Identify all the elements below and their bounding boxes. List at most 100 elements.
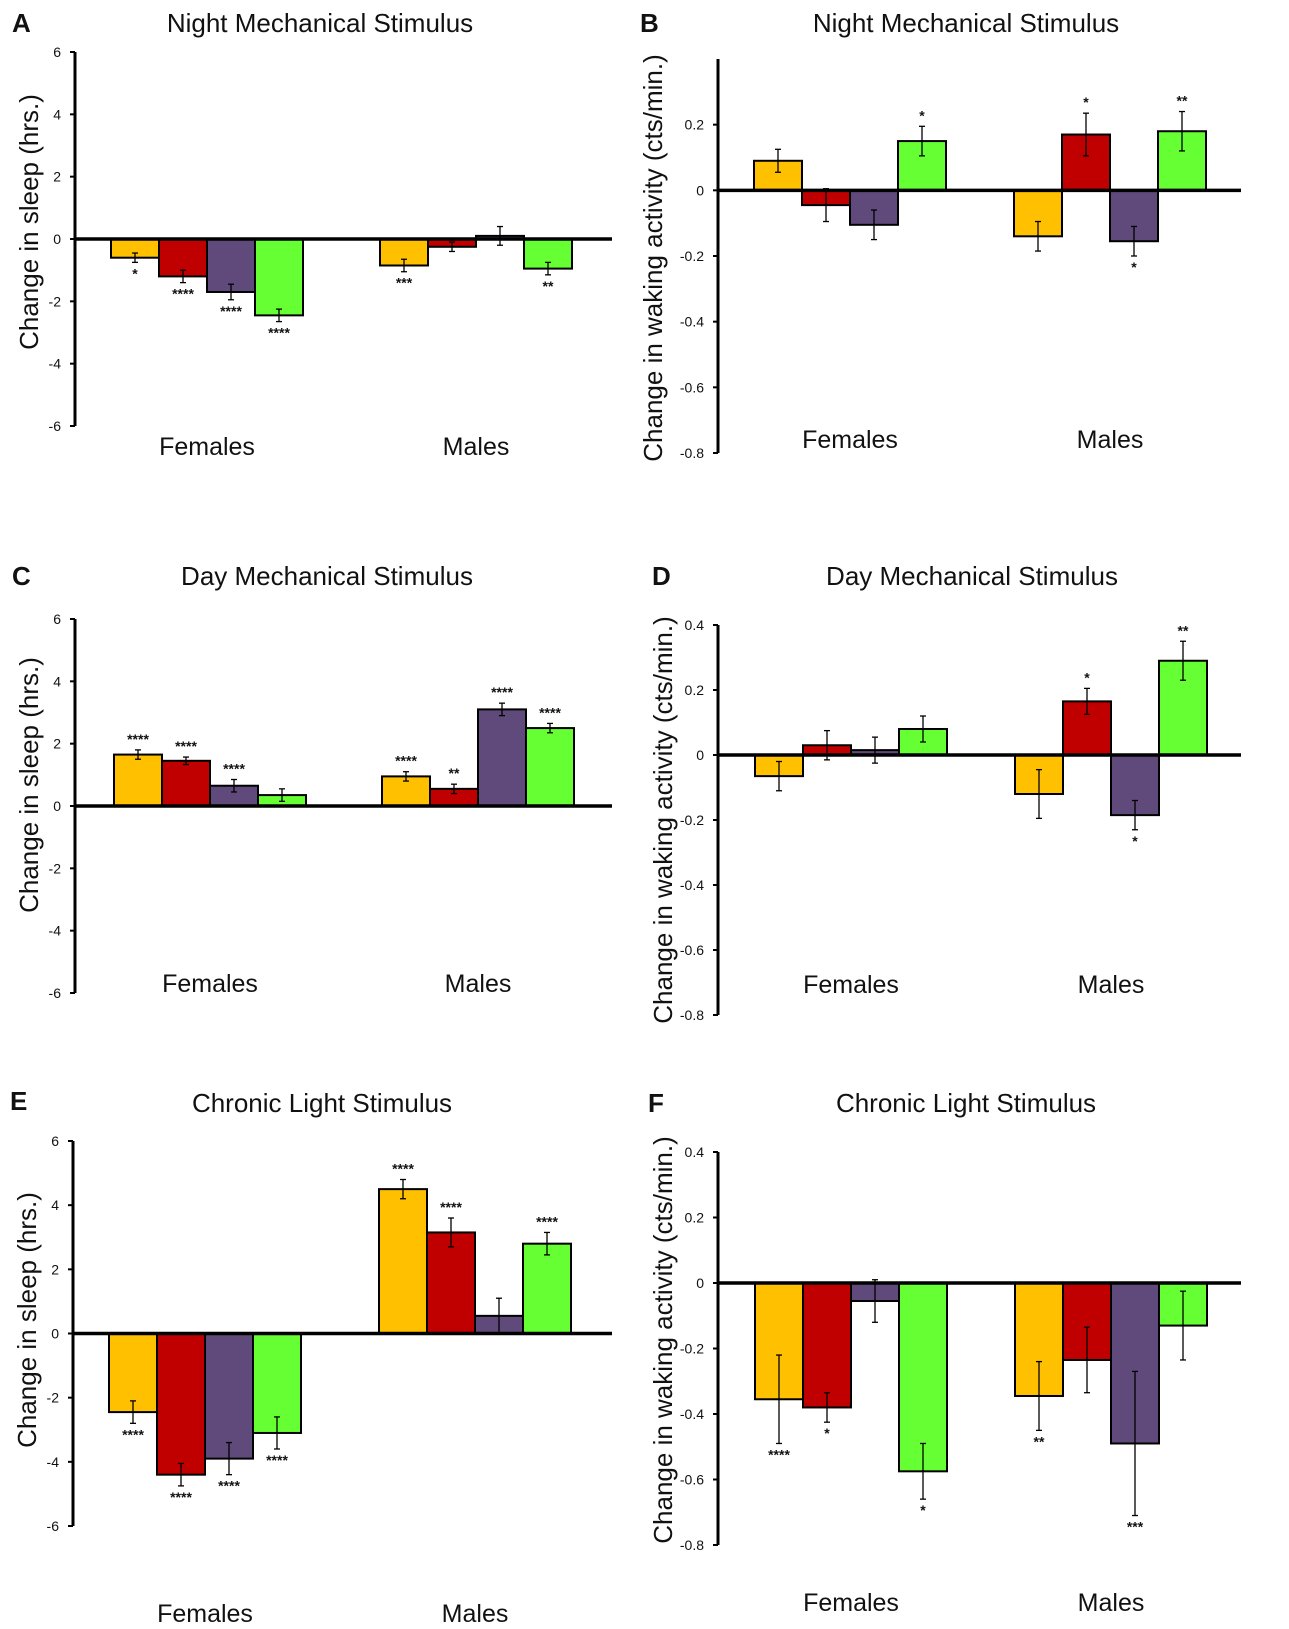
chart-title: Day Mechanical Stimulus — [826, 561, 1118, 591]
panel-letter: F — [648, 1088, 664, 1118]
y-tick-label: -2 — [47, 1390, 60, 1406]
y-tick-label: -0.4 — [680, 1406, 704, 1422]
significance-label: ** — [543, 278, 554, 294]
significance-label: **** — [536, 1213, 558, 1229]
y-tick-label: 0.2 — [685, 682, 705, 698]
chart-panel-d: D Day Mechanical Stimulus Change in waking… — [648, 561, 1241, 1024]
y-tick-label: 0 — [696, 1275, 704, 1291]
y-tick-label: 2 — [51, 1261, 59, 1277]
bar — [156, 1332, 206, 1476]
significance-label: **** — [223, 761, 245, 777]
bar — [802, 1282, 852, 1409]
y-tick-label: -2 — [49, 860, 62, 876]
chart-title: Night Mechanical Stimulus — [167, 8, 473, 38]
y-tick-label: -6 — [47, 1518, 60, 1534]
significance-label: **** — [268, 325, 290, 341]
y-tick-label: 4 — [51, 1197, 59, 1213]
bar — [426, 1231, 476, 1335]
chart-title: Day Mechanical Stimulus — [181, 561, 473, 591]
significance-label: * — [1083, 94, 1089, 110]
y-axis-label: Change in sleep (hrs.) — [12, 1192, 42, 1448]
category-label: Females — [803, 971, 899, 999]
panel-letter: B — [640, 8, 659, 38]
y-tick-label: -0.6 — [680, 379, 704, 395]
bar — [161, 759, 211, 808]
y-tick-label: -0.4 — [680, 314, 704, 330]
y-tick-label: 0.2 — [685, 1210, 705, 1226]
y-tick-label: 6 — [53, 611, 61, 627]
panel-letter: A — [12, 8, 31, 38]
significance-label: **** — [218, 1478, 240, 1494]
y-tick-label: -0.2 — [680, 248, 704, 264]
y-tick-label: 6 — [51, 1133, 59, 1149]
y-tick-label: 0.4 — [685, 1144, 705, 1160]
y-tick-label: -0.8 — [680, 445, 704, 461]
chart-panel-c: C Day Mechanical Stimulus Change in sleep … — [12, 561, 612, 1001]
category-label: Females — [159, 433, 255, 461]
significance-label: **** — [440, 1199, 462, 1215]
y-tick-label: -0.8 — [680, 1537, 704, 1553]
y-tick-label: -6 — [49, 418, 62, 434]
y-tick-label: -0.6 — [680, 1472, 704, 1488]
y-tick-label: 0 — [696, 747, 704, 763]
y-tick-label: 4 — [53, 673, 61, 689]
significance-label: * — [1132, 833, 1138, 849]
significance-label: ** — [449, 765, 460, 781]
chart-panel-b: B Night Mechanical Stimulus Change in waki… — [638, 8, 1241, 462]
significance-label: **** — [491, 684, 513, 700]
bar — [113, 753, 163, 808]
y-tick-label: 0 — [51, 1326, 59, 1342]
bar — [525, 727, 575, 807]
bar — [108, 1332, 158, 1414]
significance-label: **** — [170, 1489, 192, 1505]
y-tick-label: 2 — [53, 736, 61, 752]
y-tick-label: -4 — [49, 356, 62, 372]
significance-label: **** — [395, 753, 417, 769]
panel-letter: E — [10, 1086, 27, 1116]
y-axis-label: Change in waking activity (cts/min.) — [648, 1136, 678, 1543]
significance-label: *** — [396, 275, 413, 291]
y-tick-label: 0 — [696, 182, 704, 198]
significance-label: * — [919, 107, 925, 123]
category-label: Males — [1078, 971, 1145, 999]
significance-label: ** — [1178, 622, 1189, 638]
panel-letter: C — [12, 561, 31, 591]
significance-label: *** — [1127, 1519, 1144, 1535]
y-tick-label: 0 — [53, 798, 61, 814]
significance-label: * — [132, 265, 138, 281]
category-label: Males — [443, 433, 510, 461]
chart-title: Chronic Light Stimulus — [192, 1088, 452, 1118]
significance-label: * — [1131, 259, 1137, 275]
bar — [206, 238, 256, 293]
category-label: Males — [442, 1600, 509, 1628]
y-tick-label: -0.4 — [680, 877, 704, 893]
y-axis-label: Change in sleep (hrs.) — [14, 94, 44, 350]
y-tick-label: 6 — [53, 44, 61, 60]
significance-label: **** — [127, 731, 149, 747]
y-tick-label: -0.8 — [680, 1007, 704, 1023]
significance-label: **** — [768, 1446, 790, 1462]
y-tick-label: 0 — [53, 231, 61, 247]
significance-label: * — [1084, 669, 1090, 685]
chart-title: Chronic Light Stimulus — [836, 1088, 1096, 1118]
significance-label: **** — [175, 738, 197, 754]
bar — [378, 1188, 428, 1335]
bar — [254, 238, 304, 317]
chart-title: Night Mechanical Stimulus — [813, 8, 1119, 38]
category-label: Females — [157, 1600, 253, 1628]
significance-label: * — [920, 1502, 926, 1518]
y-tick-label: -0.2 — [680, 812, 704, 828]
y-tick-label: -4 — [49, 923, 62, 939]
significance-label: * — [824, 1425, 830, 1441]
bar — [522, 1242, 572, 1335]
significance-label: ** — [1177, 93, 1188, 109]
category-label: Males — [1077, 426, 1144, 454]
category-label: Females — [162, 970, 258, 998]
significance-label: **** — [392, 1161, 414, 1177]
category-label: Females — [802, 426, 898, 454]
y-axis-label: Change in waking activity (cts/min.) — [638, 54, 668, 461]
chart-panel-e: E Chronic Light Stimulus Change in sleep (… — [10, 1086, 612, 1628]
bar — [477, 708, 527, 808]
y-tick-label: -0.2 — [680, 1341, 704, 1357]
